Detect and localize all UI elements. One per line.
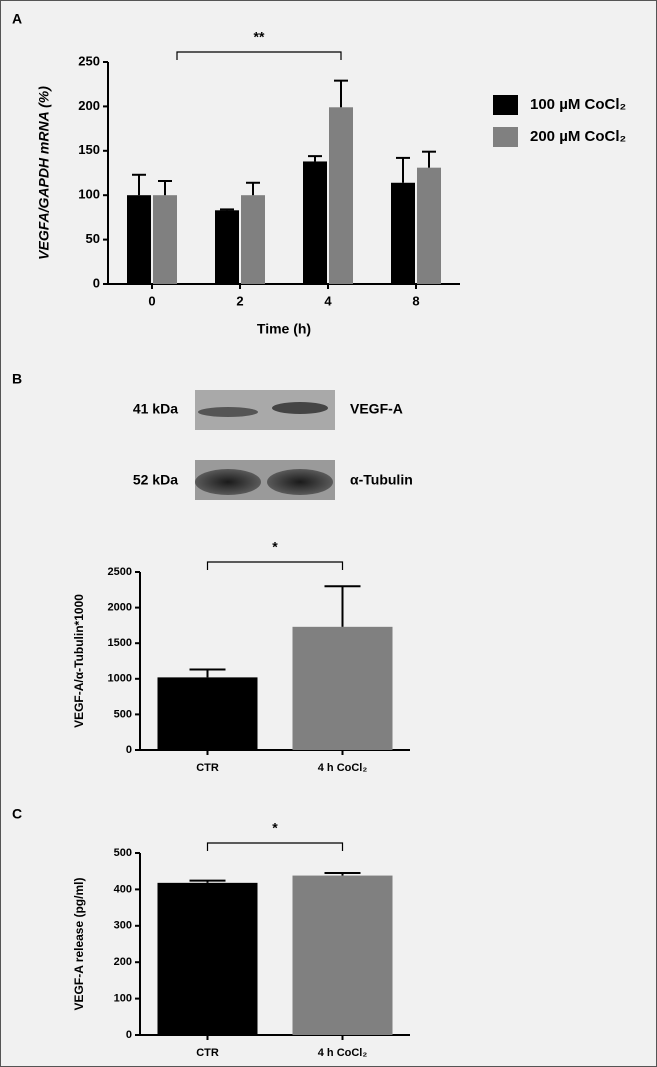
y-tick-label: 100 (114, 993, 132, 1005)
blot-band (272, 402, 328, 414)
band-label: α-Tubulin (350, 472, 413, 488)
bar (241, 195, 265, 284)
x-tick-label: 8 (412, 293, 419, 308)
y-tick-label: 500 (114, 847, 132, 859)
bar (127, 195, 151, 284)
y-tick-label: 150 (78, 142, 100, 157)
y-tick-label: 200 (78, 98, 100, 113)
x-tick-label: 4 h CoCl₂ (318, 1047, 368, 1059)
blot-band (198, 407, 258, 417)
bar (292, 626, 393, 750)
bar (303, 161, 327, 284)
y-tick-label: 400 (114, 883, 132, 895)
bar (329, 107, 353, 285)
significance-label: * (272, 539, 278, 555)
significance-label: ** (254, 29, 265, 45)
bar (417, 167, 441, 284)
panel-label: C (12, 806, 22, 822)
bar (292, 875, 393, 1035)
band-label: VEGF-A (350, 401, 403, 417)
y-axis-label: VEGFA/GAPDH mRNA (%) (36, 86, 52, 260)
y-tick-label: 0 (126, 744, 132, 756)
bar (391, 182, 415, 284)
bar (153, 195, 177, 284)
legend-swatch (493, 95, 518, 115)
significance-label: * (272, 820, 278, 836)
y-axis-label: VEGF-A/α-Tubulin*1000 (72, 594, 86, 728)
bar (157, 677, 258, 750)
x-tick-label: CTR (196, 1047, 219, 1059)
x-tick-label: CTR (196, 762, 219, 774)
y-tick-label: 50 (86, 231, 100, 246)
y-tick-label: 0 (126, 1029, 132, 1041)
band-size: 52 kDa (133, 472, 178, 488)
y-tick-label: 100 (78, 187, 100, 202)
y-axis-label: VEGF-A release (pg/ml) (72, 878, 86, 1011)
x-tick-label: 2 (236, 293, 243, 308)
x-tick-label: 4 h CoCl₂ (318, 762, 368, 774)
y-tick-label: 1500 (108, 637, 132, 649)
panel-label: A (12, 11, 22, 27)
bar (215, 210, 239, 284)
panel-label: B (12, 371, 22, 387)
y-tick-label: 200 (114, 956, 132, 968)
y-tick-label: 250 (78, 53, 100, 68)
y-tick-label: 0 (93, 275, 100, 290)
x-tick-label: 4 (324, 293, 332, 308)
y-tick-label: 1000 (108, 673, 132, 685)
significance-bracket (206, 842, 344, 851)
x-axis-label: Time (h) (257, 321, 311, 337)
y-tick-label: 2000 (108, 602, 132, 614)
legend-label: 100 µM CoCl₂ (530, 96, 626, 113)
y-tick-label: 2500 (108, 566, 132, 578)
blot-band (195, 469, 261, 495)
y-tick-label: 500 (114, 708, 132, 720)
band-size: 41 kDa (133, 401, 178, 417)
significance-bracket (206, 561, 344, 570)
bar (157, 882, 258, 1035)
blot-band (267, 469, 333, 495)
significance-bracket (176, 51, 342, 60)
x-tick-label: 0 (148, 293, 155, 308)
legend-label: 200 µM CoCl₂ (530, 128, 626, 145)
y-tick-label: 300 (114, 920, 132, 932)
western-blot: 41 kDa VEGF-A 52 kDa α-Tubulin (133, 390, 413, 500)
legend-swatch (493, 127, 518, 147)
